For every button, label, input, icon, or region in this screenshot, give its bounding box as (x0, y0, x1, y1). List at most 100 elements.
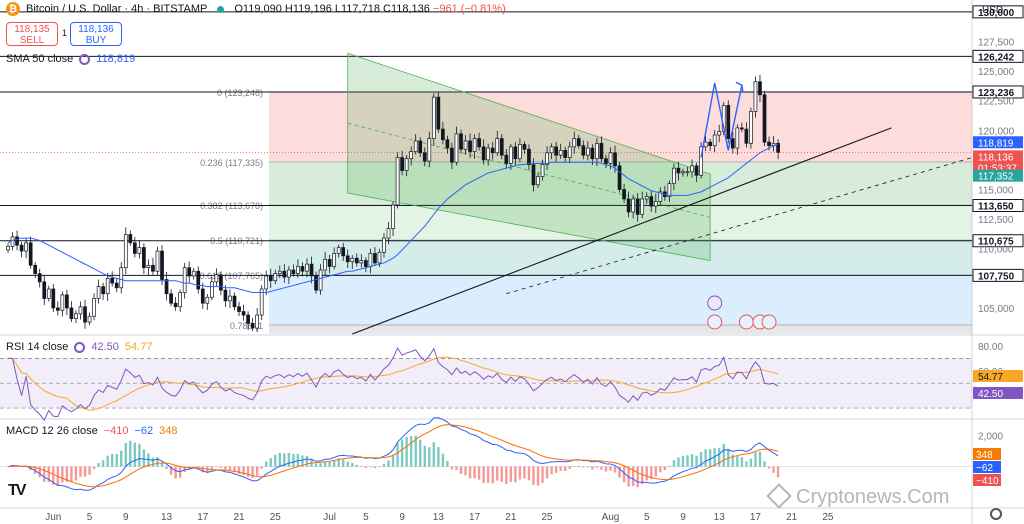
rsi-label: RSI 14 close (6, 341, 69, 353)
candle-body (554, 146, 558, 156)
macd-histogram-bar (192, 466, 195, 468)
tradingview-logo-icon[interactable]: TV (8, 482, 27, 499)
macd-histogram-bar (577, 465, 580, 467)
candle-body (477, 138, 481, 148)
price-tick-label: 110,675 (978, 237, 1014, 248)
macd-histogram-bar (514, 466, 517, 483)
candle-body (74, 313, 78, 319)
candle-body (196, 270, 201, 290)
macd-histogram-bar (645, 466, 648, 481)
indicator-settings-icon[interactable] (79, 53, 91, 65)
macd-histogram-bar (387, 460, 390, 467)
candle-body (55, 307, 60, 311)
macd-histogram-bar (70, 466, 73, 483)
macd-histogram-bar (767, 466, 771, 469)
change-value: −961 (−0.81%) (432, 3, 506, 15)
macd-histogram-bar (255, 466, 259, 476)
gear-icon[interactable] (990, 508, 1002, 520)
ascending-trendline (352, 127, 892, 335)
candle-body (250, 322, 255, 329)
macd-histogram-bar (509, 466, 513, 482)
candle-body (699, 146, 703, 176)
rsi-settings-icon[interactable] (74, 341, 86, 353)
sma-legend[interactable]: SMA 50 close 118,819 (6, 53, 135, 65)
macd-tag-label: −62 (976, 463, 993, 474)
candle-body (536, 176, 540, 186)
time-tick-label: 9 (680, 512, 686, 523)
price-tick-label: 126,242 (978, 52, 1015, 63)
macd-histogram-bar (532, 466, 535, 485)
macd-histogram-bar (305, 455, 309, 467)
rsi-ma-value: 54.77 (124, 341, 153, 353)
candle-body (309, 263, 314, 277)
rsi-tag-label: 42.50 (978, 389, 1003, 400)
macd-histogram-bar (595, 466, 599, 468)
time-tick-label: Aug (602, 512, 620, 523)
macd-histogram-bar (419, 439, 422, 467)
candle-body (468, 140, 472, 152)
candle-body (472, 138, 477, 152)
macd-legend[interactable]: MACD 12 26 close −410 −62 348 (6, 425, 178, 437)
candle-body (359, 260, 364, 264)
candle-body (445, 139, 450, 149)
level-tag (972, 234, 1024, 248)
macd-histogram-bar (133, 442, 137, 467)
macd-histogram-bar (79, 466, 82, 477)
macd-histogram-bar (400, 439, 404, 467)
candle-body (368, 253, 373, 267)
candle-body (219, 274, 223, 291)
candle-body (373, 253, 377, 264)
candle-body (576, 138, 581, 147)
macd-histogram-bar (758, 451, 762, 467)
candle-body (354, 257, 359, 264)
candle-body (114, 282, 119, 289)
candle-body (644, 196, 649, 200)
candle-body (563, 150, 568, 158)
candle-body (164, 279, 169, 295)
macd-histogram-bar (156, 457, 159, 467)
candle-body (323, 259, 327, 271)
candle-body (336, 247, 341, 254)
candle-body (404, 158, 409, 171)
candle-body (762, 94, 767, 143)
macd-histogram-bar (278, 452, 281, 467)
sell-button[interactable]: 118,135 SELL (6, 22, 58, 46)
candle-body (386, 228, 391, 239)
macd-histogram-bar (142, 449, 146, 467)
price-tick-label: 122,500 (978, 97, 1015, 108)
macd-histogram-bar (110, 453, 114, 467)
price-tick-label: 110,000 (978, 245, 1014, 256)
candle-body (463, 140, 468, 150)
rsi-ma-tag (973, 370, 1023, 382)
candle-body (450, 147, 454, 163)
fib-label: 0.618 (107,765) (199, 271, 263, 281)
macd-histogram-bar (686, 455, 689, 467)
sell-label: SELL (19, 35, 45, 46)
us-flag-event-icon (707, 314, 723, 330)
candle-body (382, 237, 386, 253)
macd-histogram-bar (573, 466, 576, 467)
macd-histogram-bar (237, 466, 241, 474)
macd-histogram-bar (437, 446, 440, 467)
macd-histogram-bar (523, 466, 526, 479)
buy-button[interactable]: 118,136 BUY (70, 22, 122, 46)
rsi-tag (973, 387, 1023, 399)
macd-histogram-bar (722, 443, 725, 467)
candle-body (753, 81, 758, 112)
candle-body (490, 147, 495, 154)
macd-histogram-bar (43, 466, 46, 482)
macd-histogram-bar (541, 466, 544, 483)
symbol-title[interactable]: Bitcoin / U.S. Dollar · 4h · BITSTAMP (26, 3, 208, 15)
macd-histogram-bar (378, 466, 381, 468)
candle-body (341, 247, 346, 257)
macd-histogram-bar (591, 466, 594, 470)
time-tick-label: 9 (123, 512, 129, 523)
candle-body (268, 275, 273, 282)
macd-histogram-bar (423, 445, 426, 467)
candle-body (51, 288, 56, 309)
rsi-legend[interactable]: RSI 14 close 42.50 54.77 (6, 341, 152, 353)
